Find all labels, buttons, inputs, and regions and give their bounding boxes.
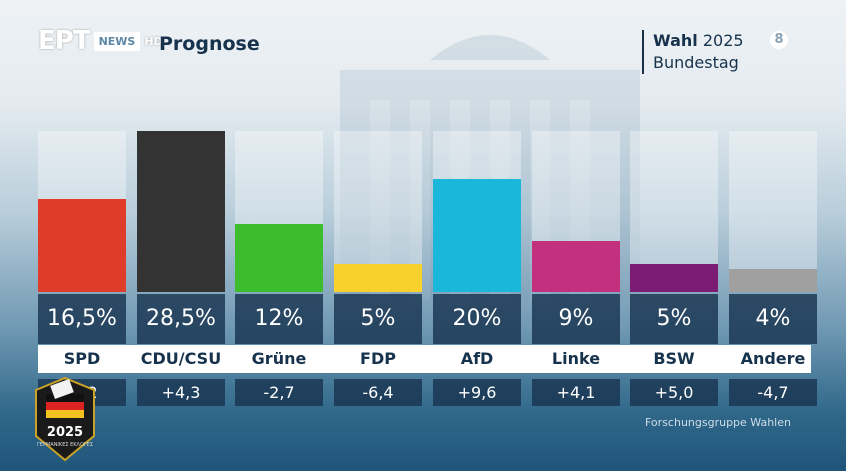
bar-cdu-csu (137, 131, 225, 292)
bar-gr-ne (235, 224, 323, 292)
bar-afd (433, 179, 521, 292)
bar-fdp (334, 264, 422, 292)
change-label: -6,4 (334, 379, 422, 406)
bar-background (729, 131, 817, 292)
value-label: 4% (729, 294, 817, 344)
value-label: 5% (630, 294, 718, 344)
badge-year: 2025 (47, 425, 83, 440)
ert-logo-text: ΕΡΤ (38, 26, 91, 56)
change-label: +9,6 (433, 379, 521, 406)
party-name: Linke (551, 349, 601, 368)
party-name: FDP (360, 349, 396, 368)
election-badge-icon: 2025 ΓΕΡΜΑΝΙΚΕΣ ΕΚΛΟΓΕΣ (35, 376, 95, 462)
bar-spd (38, 199, 126, 292)
change-label: +4,3 (137, 379, 225, 406)
channel-mark-icon: 8 (770, 31, 788, 49)
hd-badge: HD (144, 34, 163, 48)
bar-andere (729, 269, 817, 292)
election-label: Wahl 2025 Bundestag (642, 30, 744, 74)
party-name-strip (38, 345, 811, 373)
value-label: 16,5% (38, 294, 126, 344)
change-label: -2,7 (235, 379, 323, 406)
value-label: 5% (334, 294, 422, 344)
change-label: -4,7 (729, 379, 817, 406)
source-label: Forschungsgruppe Wahlen (645, 416, 791, 429)
party-name: SPD (63, 349, 101, 368)
bar-bsw (630, 264, 718, 292)
party-name: AfD (460, 349, 494, 368)
bar-linke (532, 241, 620, 292)
election-body: Bundestag (653, 53, 739, 72)
ert-news-logo: ΕΡΤ NEWS HD (38, 26, 163, 56)
value-label: 9% (532, 294, 620, 344)
value-label: 20% (433, 294, 521, 344)
change-label: +4,1 (532, 379, 620, 406)
party-name: BSW (653, 349, 695, 368)
party-name: CDU/CSU (140, 349, 222, 368)
election-year: 2025 (702, 31, 744, 50)
value-label: 28,5% (137, 294, 225, 344)
news-badge: NEWS (93, 31, 141, 51)
election-word: Wahl (653, 31, 698, 50)
party-name: Andere (740, 349, 806, 368)
party-name: Grüne (251, 349, 307, 368)
change-label: +5,0 (630, 379, 718, 406)
value-label: 12% (235, 294, 323, 344)
chart-title: Prognose (159, 33, 260, 55)
badge-caption: ΓΕΡΜΑΝΙΚΕΣ ΕΚΛΟΓΕΣ (37, 442, 93, 448)
